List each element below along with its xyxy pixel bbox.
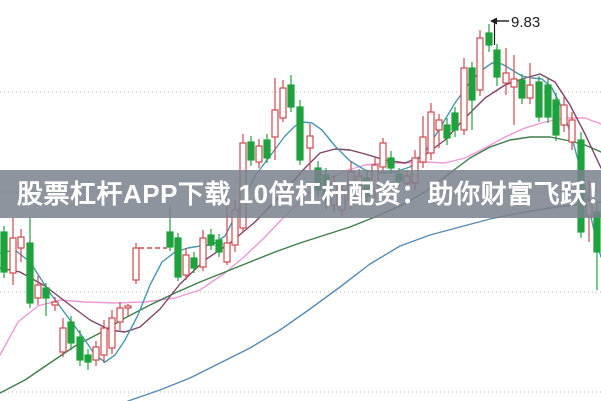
candle-down-body bbox=[443, 124, 451, 139]
headline-banner: 股票杠杆APP下载 10倍杠杆配资：助你财富飞跃！ bbox=[0, 170, 601, 218]
candle-down-body bbox=[76, 336, 84, 361]
candle-up-body bbox=[271, 109, 279, 138]
candle-up-body bbox=[419, 136, 427, 163]
candle-up-body bbox=[182, 254, 190, 276]
candle-down-body bbox=[263, 139, 271, 159]
candle-down-body bbox=[485, 32, 493, 46]
candle-down-body bbox=[493, 49, 501, 78]
candle-up-body bbox=[526, 84, 534, 99]
candle-down-body bbox=[296, 106, 304, 161]
candle-up-body bbox=[59, 327, 67, 353]
left-arrow-icon bbox=[490, 17, 497, 25]
candle-up-body bbox=[51, 301, 59, 306]
candle-down-body bbox=[42, 287, 50, 299]
candle-down-body bbox=[67, 321, 75, 344]
candle-up-body bbox=[116, 307, 124, 323]
headline-text: 股票杠杆APP下载 10倍杠杆配资：助你财富飞跃！ bbox=[17, 179, 601, 209]
candle-down-body bbox=[215, 239, 223, 253]
candle-up-body bbox=[560, 104, 568, 126]
candle-up-body bbox=[124, 305, 132, 309]
candle-up-body bbox=[92, 346, 100, 361]
candle-down-body bbox=[552, 99, 560, 136]
candle-up-body bbox=[379, 142, 387, 168]
candle-down-body bbox=[535, 81, 543, 118]
candle-up-body bbox=[502, 72, 510, 84]
candle-down-body bbox=[190, 257, 198, 269]
candle-up-body bbox=[279, 87, 287, 119]
ma-dark-green bbox=[0, 136, 601, 394]
candle-down-body bbox=[247, 141, 255, 161]
candle-up-body bbox=[460, 67, 468, 131]
candle-up-body bbox=[476, 37, 484, 91]
candle-down-body bbox=[84, 354, 92, 363]
candle-down-body bbox=[26, 242, 34, 304]
candle-down-body bbox=[287, 84, 295, 108]
candle-down-body bbox=[166, 231, 174, 248]
candle-up-body bbox=[306, 135, 314, 149]
candle-down-body bbox=[387, 157, 395, 169]
candle-up-body bbox=[9, 237, 17, 274]
candle-down-body bbox=[174, 237, 182, 278]
candle-up-body bbox=[255, 145, 263, 163]
price-annotation-label: 9.83 bbox=[511, 14, 540, 31]
candle-down-body bbox=[468, 67, 476, 101]
candle-up-body bbox=[108, 317, 116, 349]
candle-down-body bbox=[518, 79, 526, 99]
candle-up-body bbox=[34, 284, 42, 299]
candle-down-body bbox=[593, 211, 601, 253]
candle-down-body bbox=[544, 84, 552, 118]
candle-up-body bbox=[17, 236, 25, 249]
candle-up-body bbox=[435, 119, 443, 131]
candle-up-body bbox=[199, 237, 207, 268]
ma-steel-blue bbox=[127, 201, 601, 401]
candle-up-body bbox=[100, 327, 108, 356]
candle-down-body bbox=[451, 112, 459, 131]
candle-up-body bbox=[510, 78, 518, 88]
candle-down-body bbox=[0, 231, 8, 273]
candle-up-body bbox=[223, 242, 231, 263]
candle-up-body bbox=[427, 111, 435, 154]
candle-down-body bbox=[207, 234, 215, 246]
candle-up-body bbox=[132, 247, 140, 281]
candle-up-body bbox=[568, 119, 576, 143]
